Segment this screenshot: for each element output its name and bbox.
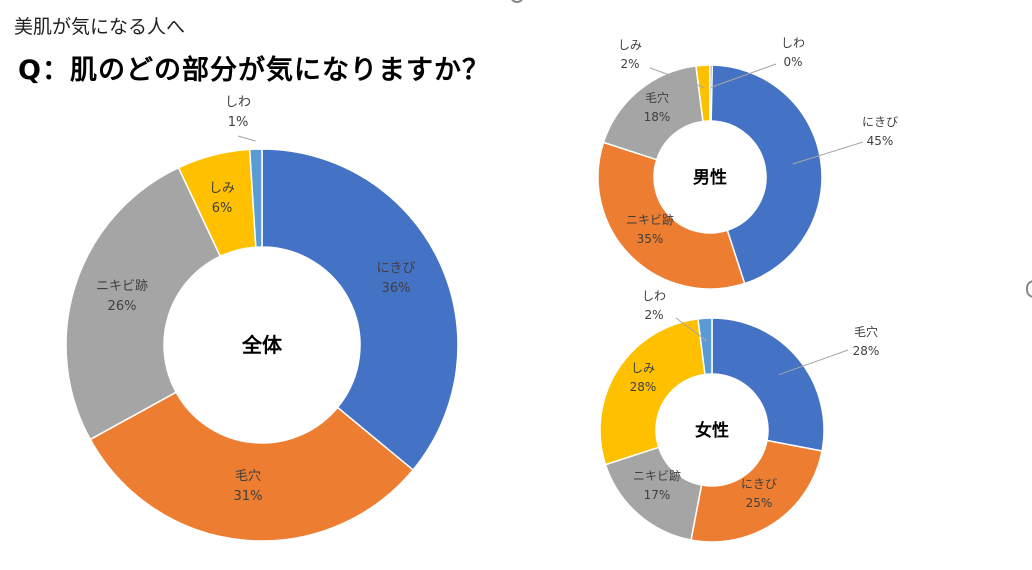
category-label: しみ [209, 181, 235, 196]
leader-line-male-0 [792, 141, 864, 165]
leader-line-female-0 [778, 349, 849, 376]
slice-overall-4 [248, 148, 263, 248]
value-label: 25% [746, 496, 773, 510]
slice-male-4 [709, 64, 714, 122]
slice-female-3 [599, 318, 706, 466]
slice-male-0 [709, 64, 823, 285]
category-label: しみ [618, 38, 642, 52]
value-label: 6% [212, 201, 233, 216]
leader-line-male-3 [649, 67, 705, 89]
value-label: 18% [644, 110, 671, 124]
value-label: 0% [783, 55, 802, 69]
category-label: ニキビ跡 [633, 468, 681, 483]
category-label: しわ [642, 289, 666, 303]
value-label: 45% [867, 134, 894, 148]
category-label: 毛穴 [235, 469, 261, 484]
value-label: 31% [234, 489, 263, 504]
category-label: ニキビ跡 [96, 278, 148, 294]
chart-center-title: 全体 [241, 333, 283, 357]
slice-overall-2 [65, 166, 222, 441]
value-label: 17% [644, 488, 671, 502]
category-label: にきび [376, 261, 415, 276]
donut-female: 毛穴 28% にきび 25% ニキビ跡 17% しみ 28% しわ 2% 女性 [599, 289, 880, 543]
leader-line-overall-4 [237, 135, 256, 142]
value-label: 28% [630, 380, 657, 394]
subtitle: 美肌が気になる人へ [14, 16, 186, 38]
question-title: Q：肌のどの部分が気になりますか？ [18, 55, 490, 86]
category-label: しわ [225, 95, 251, 110]
slice-overall-1 [89, 391, 415, 542]
donut-male: にきび 45% ニキビ跡 35% 毛穴 18% しみ 2% しわ 0% 男性 [597, 36, 898, 290]
chart-center-title: 男性 [693, 167, 727, 188]
category-label: しわ [781, 36, 805, 50]
slice-overall-0 [261, 148, 459, 471]
slice-male-1 [597, 141, 746, 290]
chart-center-title: 女性 [695, 420, 729, 441]
donut-overall: にきび 36% 毛穴 31% ニキビ跡 26% しみ 6% しわ 1% 全体 [65, 95, 459, 542]
value-label: 26% [108, 299, 137, 314]
value-label: 35% [637, 232, 664, 246]
leader-line-male-4 [710, 63, 777, 88]
value-label: 2% [620, 57, 639, 71]
value-label: 1% [228, 115, 249, 130]
category-label: しみ [631, 361, 655, 375]
leader-line-female-4 [675, 317, 707, 341]
category-label: にきび [862, 115, 898, 129]
category-label: にきび [741, 477, 777, 491]
value-label: 2% [644, 308, 663, 322]
category-label: 毛穴 [854, 324, 878, 339]
category-label: 毛穴 [645, 90, 669, 105]
category-label: ニキビ跡 [626, 212, 674, 227]
slice-female-1 [690, 439, 823, 543]
value-label: 36% [382, 281, 411, 296]
slice-female-4 [697, 317, 713, 376]
value-label: 28% [853, 344, 880, 358]
slice-female-0 [711, 317, 825, 452]
